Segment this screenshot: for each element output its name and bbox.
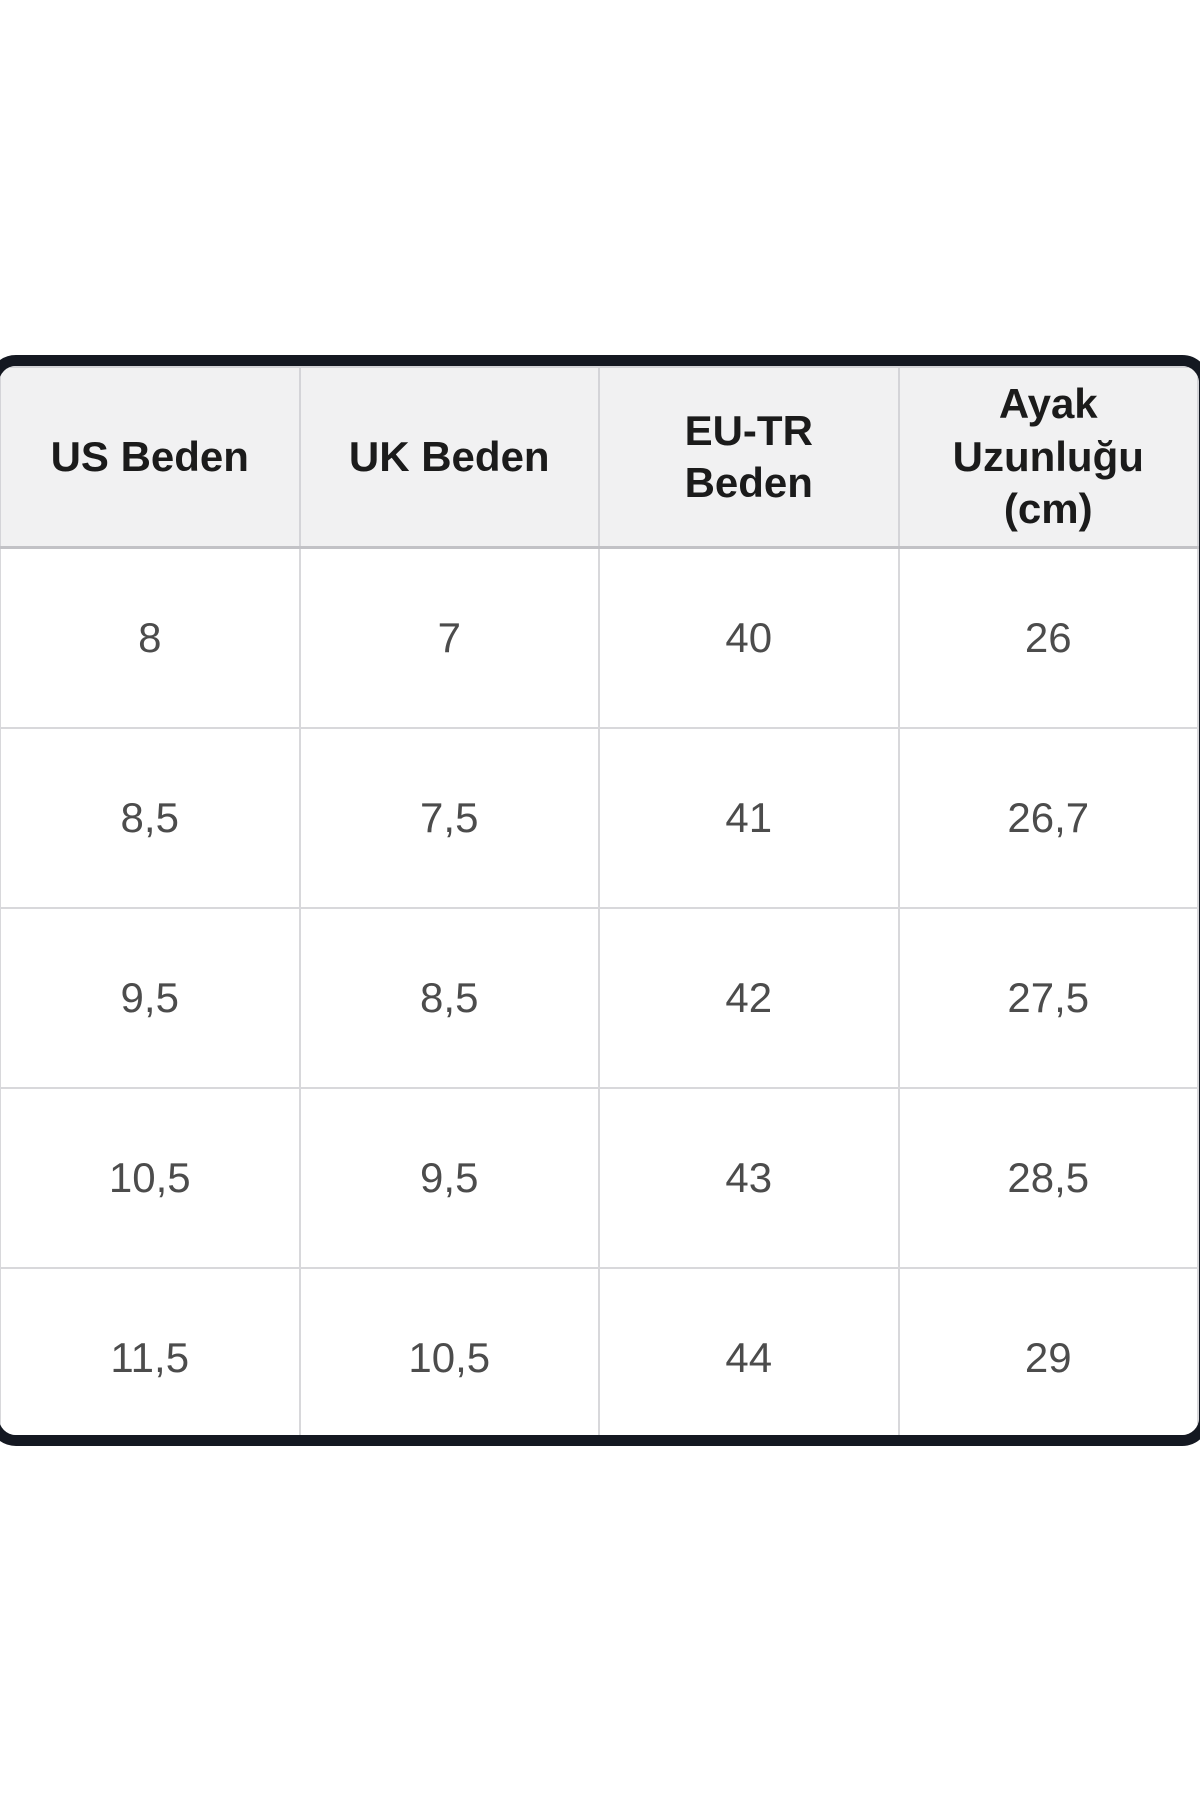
cell-us-size: 11,5 (0, 1267, 301, 1435)
cell-uk-size: 7,5 (298, 727, 600, 909)
header-cell-uk-beden: UK Beden (298, 366, 600, 549)
cell-eu-tr-size: 40 (598, 546, 900, 729)
cell-us-size: 8,5 (0, 727, 301, 909)
cell-uk-size: 9,5 (298, 1087, 600, 1269)
table-row: 11,5 10,5 44 29 (0, 1267, 1199, 1435)
table-row: 10,5 9,5 43 28,5 (0, 1087, 1199, 1269)
cell-eu-tr-size: 44 (598, 1267, 900, 1435)
cell-foot-length: 28,5 (897, 1087, 1199, 1269)
cell-us-size: 8 (0, 546, 301, 729)
cell-uk-size: 7 (298, 546, 600, 729)
table-row: 9,5 8,5 42 27,5 (0, 907, 1199, 1089)
table-row: 8 7 40 26 (0, 546, 1199, 729)
cell-eu-tr-size: 42 (598, 907, 900, 1089)
header-row: US Beden UK Beden EU-TR Beden Ayak Uzunl… (0, 366, 1199, 549)
size-chart-table: US Beden UK Beden EU-TR Beden Ayak Uzunl… (0, 366, 1199, 1435)
cell-eu-tr-size: 41 (598, 727, 900, 909)
size-chart-card: US Beden UK Beden EU-TR Beden Ayak Uzunl… (0, 355, 1200, 1446)
cell-us-size: 9,5 (0, 907, 301, 1089)
cell-uk-size: 8,5 (298, 907, 600, 1089)
size-chart-body: 8 7 40 26 8,5 7,5 41 26,7 9,5 8,5 42 27,… (0, 546, 1199, 1435)
cell-foot-length: 26,7 (897, 727, 1199, 909)
cell-uk-size: 10,5 (298, 1267, 600, 1435)
cell-eu-tr-size: 43 (598, 1087, 900, 1269)
cell-foot-length: 29 (897, 1267, 1199, 1435)
header-cell-eu-tr-beden: EU-TR Beden (598, 366, 900, 549)
cell-us-size: 10,5 (0, 1087, 301, 1269)
size-chart-header: US Beden UK Beden EU-TR Beden Ayak Uzunl… (0, 366, 1199, 549)
table-row: 8,5 7,5 41 26,7 (0, 727, 1199, 909)
cell-foot-length: 27,5 (897, 907, 1199, 1089)
header-cell-us-beden: US Beden (0, 366, 301, 549)
header-cell-ayak-uzunlugu: Ayak Uzunluğu (cm) (897, 366, 1199, 549)
cell-foot-length: 26 (897, 546, 1199, 729)
